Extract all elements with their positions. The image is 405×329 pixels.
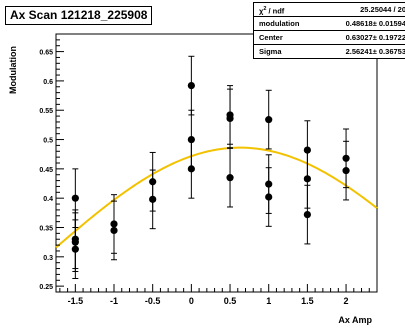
y-axis-label: Modulation: [8, 46, 18, 94]
data-point: [303, 175, 311, 183]
y-tick-label: 0.45: [39, 167, 53, 174]
x-tick-label: -0.5: [145, 296, 161, 306]
data-point: [110, 226, 118, 235]
x-tick-label: 1: [266, 296, 271, 306]
x-tick-label: 0: [189, 296, 194, 306]
x-tick-label: 2: [344, 296, 349, 306]
data-point: [265, 116, 273, 124]
chart-title: Ax Scan 121218_225908: [5, 6, 153, 25]
data-point: [149, 195, 157, 203]
stats-row-sigma: Sigma 2.56241± 0.36753: [254, 44, 405, 58]
data-point: [71, 245, 79, 253]
stats-name-modulation: modulation: [259, 19, 300, 28]
stats-value-modulation: 0.48618± 0.01594: [345, 19, 405, 28]
y-tick-label: 0.35: [39, 226, 53, 233]
stats-value-center: 0.63027± 0.19722: [345, 33, 405, 42]
x-axis-label: Ax Amp: [338, 315, 372, 325]
data-point: [303, 211, 311, 219]
y-tick-label: 0.65: [39, 50, 53, 57]
data-point: [342, 167, 350, 175]
x-tick-label: -1: [110, 296, 118, 306]
data-point: [226, 114, 234, 123]
stats-name-sigma: Sigma: [259, 47, 282, 56]
stats-value-chi2: 25.25044 / 20: [360, 5, 405, 14]
y-tick-label: 0.55: [39, 108, 53, 115]
stats-row-chi2: χ2 / ndf 25.25044 / 20: [254, 3, 405, 16]
plot-frame: [55, 33, 378, 293]
data-point: [187, 82, 195, 90]
data-point: [187, 165, 195, 173]
x-tick-label: 0.5: [224, 296, 237, 306]
stats-row-center: Center 0.63027± 0.19722: [254, 30, 405, 44]
axes: [55, 33, 378, 293]
ticks-layer: -1.5 -1 -0.5 0 0.5 1 1.5 2 0.25 0.3 0.35 0.4 0.45 0.5…: [39, 33, 378, 306]
y-tick-label: 0.6: [43, 79, 53, 86]
y-tick-label: 0.4: [43, 196, 53, 203]
stats-box: χ2 / ndf 25.25044 / 20 modulation 0.4861…: [253, 2, 405, 59]
stats-row-modulation: modulation 0.48618± 0.01594: [254, 16, 405, 30]
x-tick-label: 1.5: [301, 296, 314, 306]
data-point: [226, 174, 234, 182]
stats-name-chi2: χ2 / ndf: [259, 6, 285, 16]
data-point: [71, 194, 79, 202]
y-tick-label: 0.3: [43, 255, 53, 262]
fit-layer: [55, 146, 378, 249]
data-point: [265, 193, 273, 201]
points-layer: [71, 55, 350, 280]
stats-name-center: Center: [259, 33, 283, 42]
fit-curve: [55, 146, 378, 249]
y-tick-label: 0.25: [39, 284, 53, 291]
x-tick-label: -1.5: [68, 296, 84, 306]
stats-value-sigma: 2.56241± 0.36753: [345, 47, 405, 56]
y-tick-label: 0.5: [43, 138, 53, 145]
